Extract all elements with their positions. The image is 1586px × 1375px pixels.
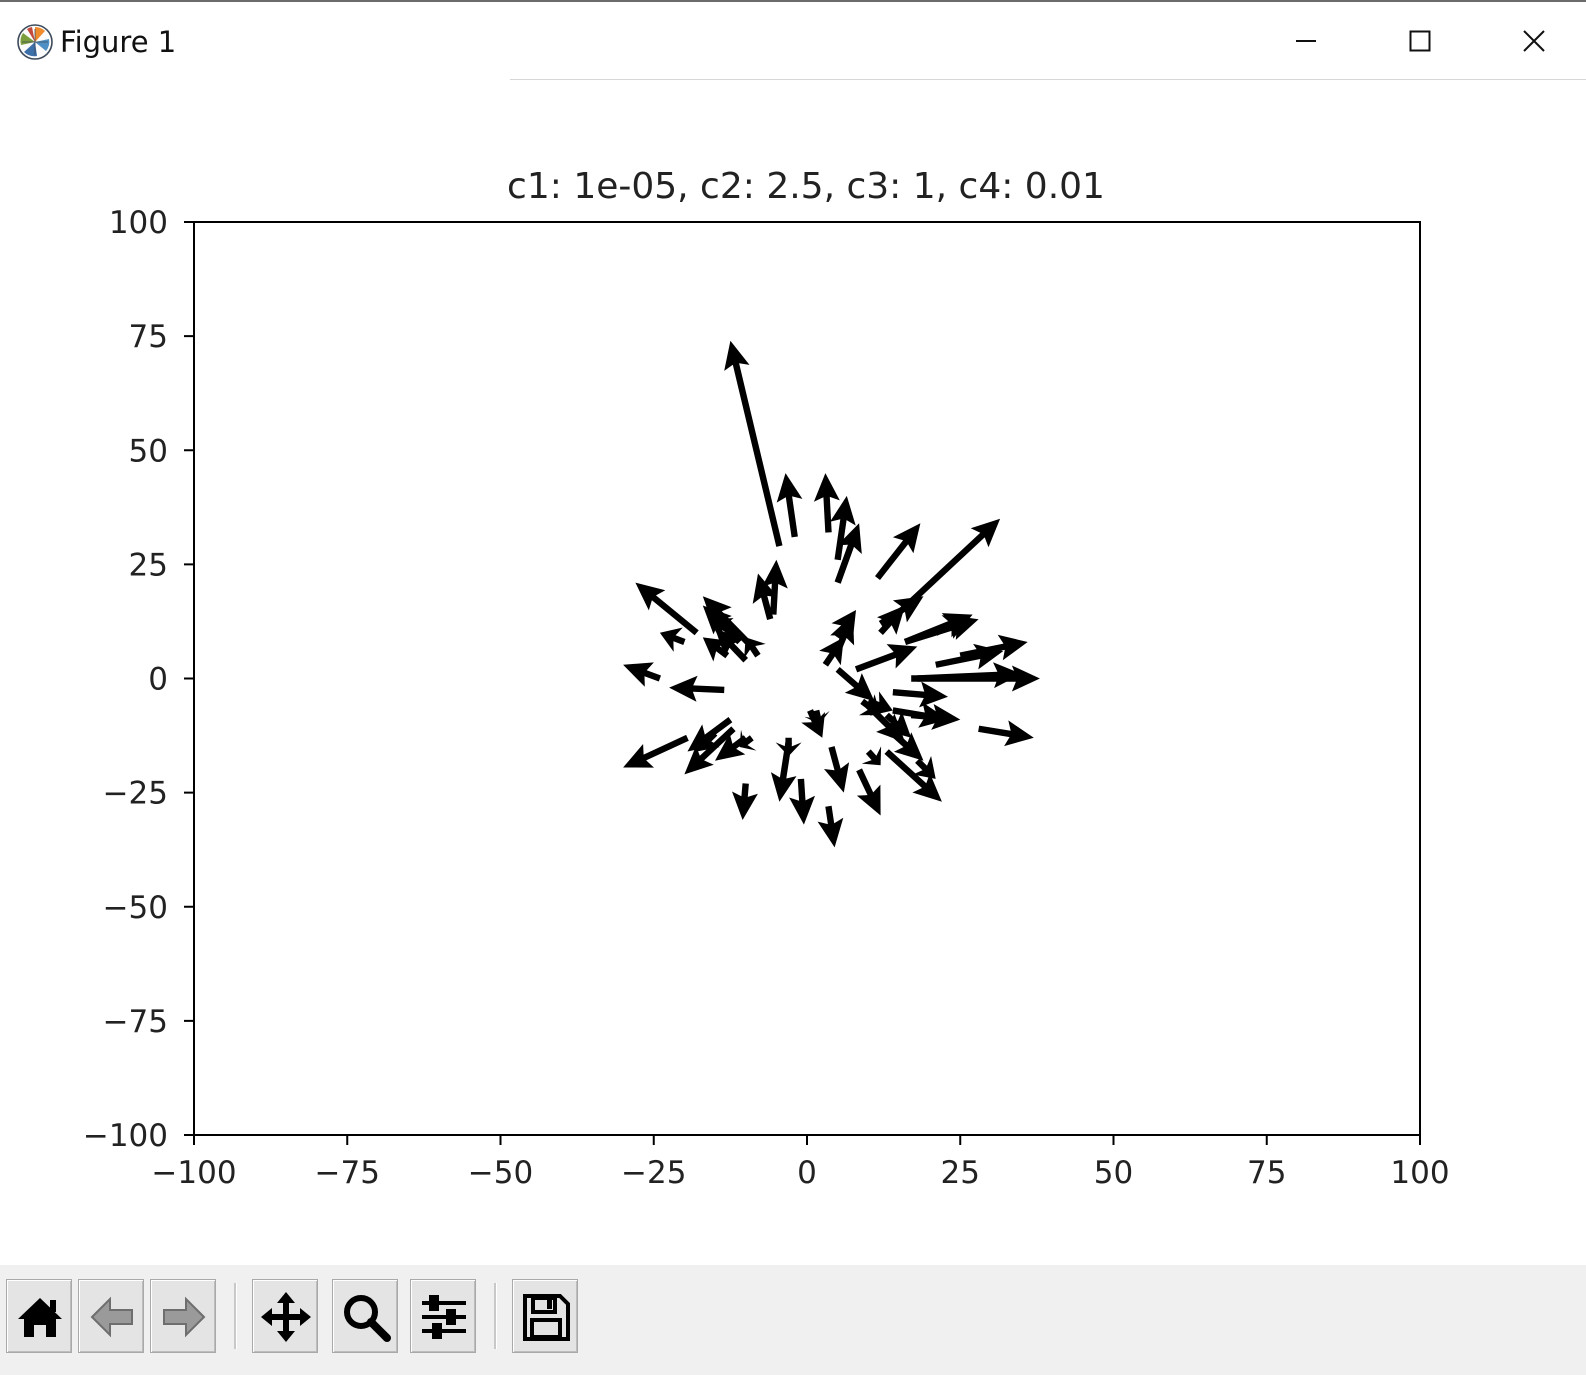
- y-tick-label: −75: [103, 1004, 168, 1040]
- title-bar[interactable]: Figure 1: [0, 0, 1586, 80]
- quiver-arrow: [877, 605, 906, 635]
- sliders-icon: [422, 1295, 466, 1339]
- x-tick-label: 50: [1094, 1155, 1133, 1191]
- quiver-arrow: [702, 596, 755, 649]
- home-button[interactable]: [6, 1279, 72, 1353]
- quiver-arrow: [761, 559, 788, 615]
- quiver-chart[interactable]: c1: 1e-05, c2: 2.5, c3: 1, c4: 0.01 −100…: [0, 80, 1586, 1265]
- quiver-arrow: [744, 637, 766, 659]
- quiver-arrow: [830, 614, 855, 653]
- quiver-arrow: [789, 778, 815, 825]
- quiver-arrow: [867, 691, 893, 716]
- quiver-arrow: [884, 749, 942, 802]
- quiver-arrow: [732, 783, 758, 820]
- move-icon: [261, 1292, 311, 1342]
- quiver-arrow: [659, 627, 686, 652]
- x-axis: −100 −75 −50 −25 0 25 50 75 100: [151, 1135, 1450, 1191]
- quiver-arrow: [824, 746, 850, 793]
- save-button[interactable]: [512, 1279, 578, 1353]
- quiver-arrow: [684, 726, 736, 775]
- close-icon: [1523, 30, 1545, 52]
- quiver-arrow: [875, 523, 921, 580]
- y-tick-label: 100: [109, 205, 168, 241]
- quiver-arrow: [892, 681, 948, 708]
- x-tick-label: −75: [315, 1155, 380, 1191]
- quiver-arrow: [934, 614, 973, 639]
- quiver-arrow: [739, 729, 757, 751]
- quiver-arrow: [830, 495, 856, 561]
- quiver-arrow: [669, 675, 725, 702]
- y-tick-label: 50: [129, 433, 168, 469]
- x-tick-label: −100: [151, 1155, 236, 1191]
- x-tick-label: 25: [941, 1155, 980, 1191]
- y-tick-label: −100: [83, 1118, 168, 1154]
- zoom-button[interactable]: [332, 1279, 398, 1353]
- quiver-arrow: [861, 746, 882, 766]
- quiver-arrow: [912, 756, 936, 779]
- maximize-icon: [1409, 30, 1431, 52]
- quiver-arrow: [801, 709, 825, 738]
- quiver-arrow: [715, 628, 748, 663]
- quiver-arrow: [899, 518, 1001, 613]
- figure-canvas[interactable]: c1: 1e-05, c2: 2.5, c3: 1, c4: 0.01 −100…: [0, 80, 1586, 1265]
- arrow-layer: [623, 340, 1040, 848]
- quiver-arrow: [917, 662, 1022, 689]
- quiver-arrow: [776, 473, 803, 538]
- quiver-arrow: [804, 709, 830, 725]
- quiver-arrow: [708, 618, 735, 641]
- quiver-arrow: [775, 737, 802, 757]
- maximize-button[interactable]: [1392, 18, 1448, 64]
- quiver-arrow: [959, 634, 1028, 661]
- chart-title: c1: 1e-05, c2: 2.5, c3: 1, c4: 0.01: [507, 166, 1105, 207]
- quiver-arrow: [623, 662, 661, 687]
- quiver-arrow: [623, 734, 689, 768]
- axes-frame: [193, 221, 1421, 1136]
- x-tick-label: −25: [621, 1155, 686, 1191]
- quiver-arrow: [770, 741, 797, 802]
- x-tick-label: 100: [1390, 1155, 1449, 1191]
- configure-subplots-button[interactable]: [410, 1279, 476, 1353]
- y-tick-label: −50: [103, 890, 168, 926]
- y-axis: −100 −75 −50 −25 0 25 50 75 100: [83, 205, 194, 1154]
- quiver-arrow: [978, 720, 1034, 747]
- close-button[interactable]: [1506, 18, 1562, 64]
- minimize-button[interactable]: [1278, 18, 1334, 64]
- quiver-arrow: [724, 340, 783, 547]
- y-tick-label: 75: [129, 319, 168, 355]
- forward-button[interactable]: [150, 1279, 216, 1353]
- home-icon: [18, 1298, 62, 1337]
- y-tick-label: 0: [148, 662, 168, 698]
- quiver-arrow: [635, 582, 699, 636]
- quiver-arrow: [817, 805, 844, 848]
- quiver-arrow: [854, 644, 918, 673]
- x-tick-label: 75: [1247, 1155, 1286, 1191]
- matplotlib-logo-icon: [16, 23, 54, 61]
- toolbar-separator: [494, 1283, 497, 1349]
- minimize-icon: [1296, 40, 1316, 42]
- back-arrow-icon: [90, 1296, 133, 1338]
- quiver-arrow: [687, 717, 733, 752]
- window-title: Figure 1: [60, 25, 177, 59]
- y-tick-label: 25: [129, 547, 168, 583]
- quiver-arrow: [752, 573, 778, 620]
- forward-arrow-icon: [163, 1296, 206, 1338]
- toolbar-separator: [234, 1283, 237, 1349]
- quiver-arrow: [910, 704, 961, 730]
- quiver-arrow: [834, 523, 862, 584]
- floppy-disk-icon: [523, 1294, 570, 1341]
- y-tick-label: −25: [103, 776, 168, 812]
- x-tick-label: 0: [797, 1155, 817, 1191]
- quiver-arrow: [819, 637, 844, 667]
- quiver-arrow: [813, 473, 840, 533]
- quiver-arrow: [715, 733, 748, 761]
- quiver-arrow: [856, 768, 881, 816]
- magnifier-icon: [344, 1295, 391, 1342]
- quiver-arrow: [835, 667, 875, 702]
- pan-button[interactable]: [252, 1279, 318, 1353]
- title-separator: [510, 79, 1586, 80]
- x-tick-label: −50: [468, 1155, 533, 1191]
- back-button[interactable]: [78, 1279, 144, 1353]
- navigation-toolbar: [0, 1265, 1586, 1375]
